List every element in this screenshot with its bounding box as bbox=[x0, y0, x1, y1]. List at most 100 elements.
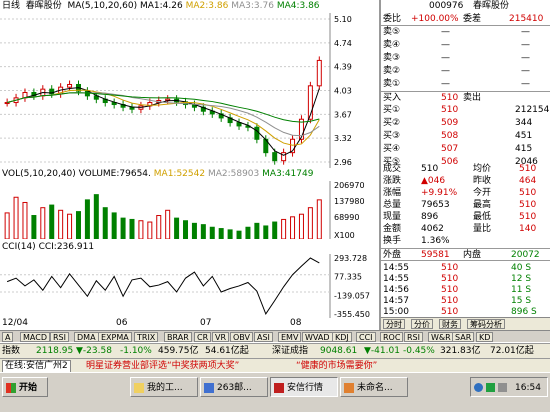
volume-bar bbox=[227, 229, 233, 239]
tick-time: 15:00 bbox=[383, 307, 409, 317]
cci-chart[interactable]: 293.728 77.335 -139.057 -355.450 bbox=[0, 254, 380, 318]
volume-bar bbox=[31, 215, 37, 239]
volume-chart[interactable]: 206970 137980 68990 X100 bbox=[0, 181, 380, 239]
task-item[interactable]: 未命名... bbox=[340, 377, 408, 397]
buy-in-price: 510 bbox=[441, 93, 459, 103]
tick-volume: 896 S bbox=[511, 307, 537, 317]
volume-bar bbox=[174, 217, 180, 239]
candle bbox=[67, 83, 73, 88]
ma-line bbox=[7, 92, 320, 123]
tab-indicator[interactable]: SAR bbox=[452, 332, 475, 342]
stat-label: 现量 bbox=[383, 212, 402, 222]
tab-fenshi[interactable]: 分时 bbox=[383, 319, 405, 329]
vol-label: VOL(5,10,20,40) bbox=[2, 169, 76, 179]
buy-vol: 2046 bbox=[515, 157, 538, 167]
sell-vol: — bbox=[521, 79, 530, 89]
tab-indicator[interactable]: RSI bbox=[404, 332, 423, 342]
volume-icon[interactable] bbox=[498, 383, 507, 392]
sell-price: — bbox=[441, 66, 450, 76]
date-label: 08 bbox=[290, 318, 302, 328]
cci-line bbox=[6, 257, 320, 316]
candle bbox=[307, 85, 313, 120]
task-item-active[interactable]: 安信行情 bbox=[270, 377, 338, 397]
volume-bar bbox=[120, 217, 126, 239]
task-item[interactable]: 263邮... bbox=[200, 377, 268, 397]
quote-panel: 000976 春晖股份 委比 +100.00% 委差 215410 卖⑤ — — 卖④… bbox=[380, 0, 550, 330]
volume-bar bbox=[298, 213, 304, 239]
tab-indicator[interactable]: OBV bbox=[230, 332, 254, 342]
tab-indicator[interactable]: ROC bbox=[380, 332, 404, 342]
chart-area[interactable]: 日线 春晖股份 MA(5,10,20,60) MA1:4.26 MA2:3.86… bbox=[0, 0, 380, 330]
volume-bar bbox=[147, 221, 153, 239]
sell-vol: — bbox=[521, 27, 530, 37]
tab-indicator[interactable]: ASI bbox=[254, 332, 273, 342]
buy-label: 买① bbox=[383, 105, 401, 115]
tray-app-icon[interactable] bbox=[486, 383, 495, 392]
vol-ma1: MA1:52542 bbox=[153, 169, 206, 179]
buy-in-label: 买入 bbox=[383, 93, 402, 103]
stat-row: 现量 896 最低 510 bbox=[381, 211, 550, 224]
sell-vol: — bbox=[521, 53, 530, 63]
stat-row: 涨跌 ▲046 昨收 464 bbox=[381, 175, 550, 188]
volume-bar bbox=[84, 199, 90, 239]
tab-chouma[interactable]: 筹码分析 bbox=[467, 319, 505, 329]
price-tick-label: 3.32 bbox=[334, 134, 352, 143]
tab-indicator[interactable]: W&R bbox=[428, 332, 454, 342]
stat-row: 涨幅 +9.91% 今开 510 bbox=[381, 187, 550, 200]
tab-indicator[interactable]: CCI bbox=[356, 332, 376, 342]
tick-row: 14:55 510 12 S bbox=[381, 273, 550, 286]
index-value: 2118.95 bbox=[36, 346, 74, 356]
sell-price: — bbox=[441, 53, 450, 63]
tab-indicator[interactable]: CR bbox=[194, 332, 212, 342]
cci-tick-label: 77.335 bbox=[334, 273, 362, 282]
index-name: 指数 bbox=[2, 346, 21, 356]
tab-indicator[interactable]: KDJ bbox=[332, 332, 352, 342]
sell-label: 卖⑤ bbox=[383, 27, 401, 37]
cci-tick-label: -355.450 bbox=[334, 310, 370, 318]
tick-price: 510 bbox=[441, 296, 459, 306]
inner-label: 内盘 bbox=[463, 250, 482, 260]
tab-fenjia[interactable]: 分价 bbox=[411, 319, 433, 329]
sell-row: 卖① — — bbox=[381, 78, 550, 91]
date-label: 07 bbox=[200, 318, 212, 328]
tab-indicator[interactable]: DMA bbox=[74, 332, 99, 342]
buy-label: 买⑤ bbox=[383, 157, 401, 167]
network-icon[interactable] bbox=[474, 383, 483, 392]
volume-bar bbox=[4, 212, 10, 239]
price-chart[interactable]: 5.10 4.74 4.39 4.03 3.67 3.32 2.96 bbox=[0, 13, 380, 168]
stat-value: 1.36% bbox=[421, 236, 450, 246]
tab-indicator[interactable]: EMV bbox=[278, 332, 302, 342]
tab-indicator[interactable]: KD bbox=[476, 332, 494, 342]
tick-time: 14:56 bbox=[383, 285, 409, 295]
volume-bar bbox=[307, 207, 313, 239]
tab-caiwu[interactable]: 财务 bbox=[439, 319, 461, 329]
tab-indicator[interactable]: A bbox=[2, 332, 14, 342]
tick-row: 15:00 510 896 S bbox=[381, 306, 550, 319]
volume-bar bbox=[218, 228, 224, 239]
tab-indicator[interactable]: WVAD bbox=[302, 332, 333, 342]
buy-row: 买① 510 212154 bbox=[381, 104, 550, 117]
buy-row: 买③ 508 451 bbox=[381, 130, 550, 143]
tab-indicator[interactable]: VR bbox=[212, 332, 230, 342]
outer-label: 外盘 bbox=[383, 250, 402, 260]
task-item[interactable]: 我的工... bbox=[130, 377, 198, 397]
price-tick-label: 4.74 bbox=[334, 39, 352, 48]
tab-indicator[interactable]: EXPMA bbox=[98, 332, 132, 342]
folder-icon bbox=[134, 383, 144, 393]
stat-value2: 464 bbox=[519, 176, 537, 186]
vol-value: VOLUME:79654. bbox=[78, 169, 151, 179]
date-axis: 12/04 06 07 08 bbox=[0, 318, 380, 330]
buy-price: 508 bbox=[441, 131, 459, 141]
start-button[interactable]: 开始 bbox=[2, 377, 48, 397]
buy-vol: 451 bbox=[515, 131, 533, 141]
sell-out-label: 卖出 bbox=[463, 93, 482, 103]
stat-label: 涨跌 bbox=[383, 176, 402, 186]
tab-indicator[interactable]: BRAR bbox=[164, 332, 192, 342]
volume-bar bbox=[316, 199, 322, 239]
tab-indicator[interactable]: MACD bbox=[20, 332, 50, 342]
volume-bar bbox=[40, 207, 46, 239]
tab-indicator[interactable]: TRIX bbox=[134, 332, 159, 342]
stat-value2: 510 bbox=[519, 188, 537, 198]
tab-indicator[interactable]: RSI bbox=[50, 332, 69, 342]
vol-header: VOL(5,10,20,40) VOLUME:79654. MA1:52542 … bbox=[2, 168, 379, 181]
